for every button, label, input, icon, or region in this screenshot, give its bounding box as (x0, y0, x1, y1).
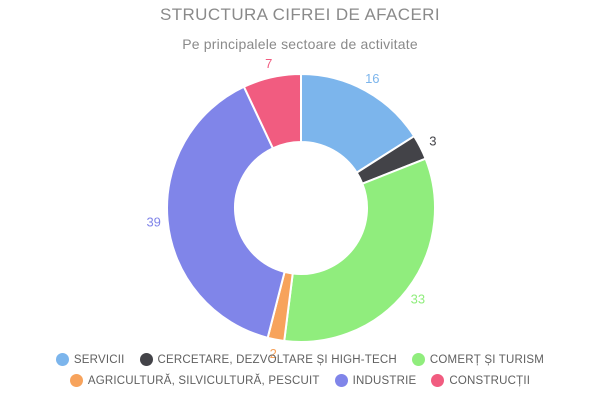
slice-value-label-servicii: 16 (365, 71, 379, 86)
legend-marker-icon (55, 353, 69, 366)
donut-slice-industrie[interactable] (166, 85, 286, 339)
legend-marker-icon (334, 374, 348, 387)
chart-subtitle: Pe principalele sectoare de activitate (182, 36, 418, 52)
legend-marker-icon (69, 374, 83, 387)
legend-item-agricultura-silvicultura-pescuit[interactable]: AGRICULTURĂ, SILVICULTURĂ, PESCUIT (69, 374, 320, 387)
legend: SERVICII CERCETARE, DEZVOLTARE ȘI HIGH-TE… (0, 349, 600, 391)
slice-value-label-constructii: 7 (265, 56, 272, 71)
legend-item-label: SERVICII (73, 353, 125, 366)
legend-marker-icon (431, 374, 445, 387)
legend-item-industrie[interactable]: INDUSTRIE (334, 374, 417, 387)
legend-row: SERVICII CERCETARE, DEZVOLTARE ȘI HIGH-TE… (0, 349, 600, 370)
legend-item-cercetare-dezvoltare-si-high-tech[interactable]: CERCETARE, DEZVOLTARE ȘI HIGH-TECH (139, 353, 397, 366)
legend-row: AGRICULTURĂ, SILVICULTURĂ, PESCUIT INDUST… (0, 370, 600, 391)
chart-title: STRUCTURA CIFREI DE AFACERI (159, 5, 440, 24)
slice-value-label-agricultura-silvicultura-pescuit: 2 (270, 346, 277, 361)
legend-marker-icon (411, 353, 425, 366)
legend-item-label: CONSTRUCȚII (449, 374, 531, 387)
slice-value-label-comert-si-turism: 33 (411, 291, 425, 306)
donut-slice-constructii[interactable] (242, 73, 302, 150)
legend-item-label: INDUSTRIE (352, 374, 417, 387)
legend-item-label: AGRICULTURĂ, SILVICULTURĂ, PESCUIT (87, 374, 320, 387)
slice-value-label-industrie: 39 (146, 214, 160, 229)
legend-item-servicii[interactable]: SERVICII (55, 353, 125, 366)
legend-item-label: COMERȚ ȘI TURISM (429, 353, 545, 366)
legend-marker-icon (139, 353, 153, 366)
legend-item-label: CERCETARE, DEZVOLTARE ȘI HIGH-TECH (157, 353, 397, 366)
donut-slice-comert-si-turism[interactable] (283, 157, 436, 343)
slice-value-label-cercetare-dezvoltare-si-high-tech: 3 (429, 133, 436, 148)
legend-item-comert-si-turism[interactable]: COMERȚ ȘI TURISM (411, 353, 545, 366)
legend-item-constructii[interactable]: CONSTRUCȚII (431, 374, 530, 387)
